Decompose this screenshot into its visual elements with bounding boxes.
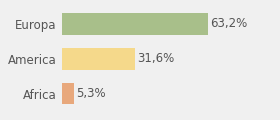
Text: 31,6%: 31,6% <box>137 52 174 65</box>
Bar <box>62 48 135 70</box>
Bar <box>62 13 207 35</box>
Text: 5,3%: 5,3% <box>76 87 106 100</box>
Bar <box>62 83 74 104</box>
Text: 63,2%: 63,2% <box>210 18 247 30</box>
